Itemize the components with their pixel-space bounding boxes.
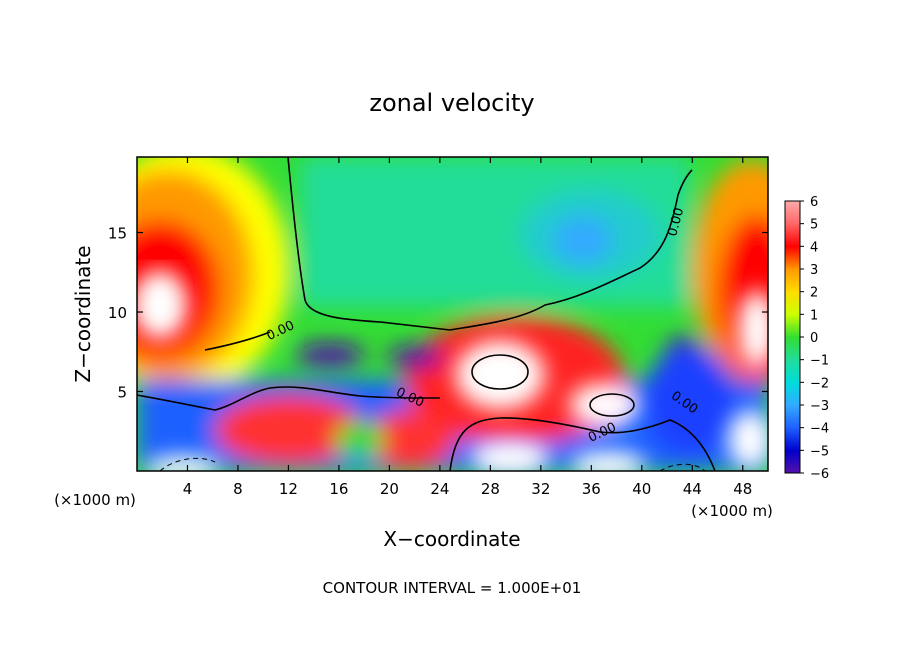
chart-title: zonal velocity [369,89,534,117]
colorbar-segment [785,337,800,360]
colorbar-segment [785,269,800,292]
x-tick-label: 16 [329,480,348,498]
white-core-right-mid [569,383,639,427]
colorbar-tick-label: 2 [810,286,818,301]
x-unit-left: (×1000 m) [54,491,136,509]
x-tick-label: 8 [233,480,243,498]
x-tick-label: 40 [632,480,651,498]
colorbar-tick-label: −1 [810,354,829,369]
colorbar-segment [785,428,800,451]
colorbar-segment [785,292,800,315]
white-core-bottom-2 [570,451,646,479]
x-axis-label: X−coordinate [383,527,520,551]
x-tick-label: 4 [183,480,193,498]
white-core-right [737,290,777,370]
y-tick-label: 10 [108,304,127,322]
colorbar-segment [785,246,800,269]
colorbar-tick-label: 1 [810,308,818,323]
white-core-bottom-4 [728,410,772,470]
x-tick-label: 48 [733,480,752,498]
x-tick-label: 28 [481,480,500,498]
y-tick-label: 15 [108,225,127,243]
colorbar-tick-label: −4 [810,422,829,437]
colorbar-tick-label: 4 [810,240,818,255]
purple-pocket-left [295,343,365,367]
contour-interval-footer: CONTOUR INTERVAL = 1.000E+01 [323,579,582,597]
colorbar-segment [785,450,800,473]
lower-green-pocket [335,422,385,458]
white-core-center [455,340,545,410]
colorbar-tick-label: −5 [810,444,829,459]
x-tick-label: 24 [430,480,449,498]
x-tick-label: 36 [582,480,601,498]
colorbar-tick-label: 6 [810,195,818,210]
colorbar-segment [785,224,800,247]
velocity-field [80,145,812,480]
x-tick-label: 44 [683,480,702,498]
colorbar-segment [785,201,800,224]
x-tick-label: 20 [380,480,399,498]
white-core-left [132,270,188,340]
colorbar: 6 5 4 3 2 1 0 −1 −2 −3 −4 −5 −6 [785,195,829,482]
y-axis-label: Z−coordinate [71,245,95,382]
colorbar-tick-label: −2 [810,376,829,391]
colorbar-tick-label: −3 [810,399,829,414]
colorbar-segment [785,360,800,383]
white-core-bottom-3 [145,456,221,480]
colorbar-tick-label: 0 [810,331,818,346]
colorbar-tick-label: 3 [810,263,818,278]
x-tick-label: 12 [279,480,298,498]
purple-pocket-mid [387,346,443,368]
colorbar-segment [785,382,800,405]
colorbar-tick-label: −6 [810,467,829,482]
y-tick-label: 5 [117,384,127,402]
x-tick-label: 32 [531,480,550,498]
colorbar-segment [785,314,800,337]
colorbar-segment [785,405,800,428]
colorbar-tick-label: 5 [810,218,818,233]
cyan-core [553,216,613,264]
x-unit-right: (×1000 m) [691,502,773,520]
